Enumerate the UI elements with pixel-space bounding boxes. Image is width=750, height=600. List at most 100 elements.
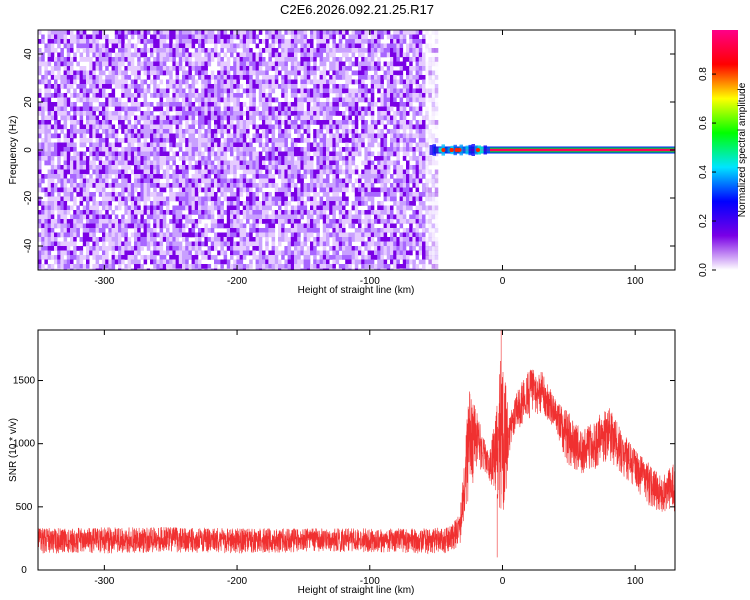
- spectrogram-cell: [166, 210, 170, 215]
- spectrogram-cell: [332, 43, 336, 49]
- spectrogram-cell: [303, 120, 308, 125]
- spectrogram-cell: [326, 187, 330, 193]
- spectrogram-cell: [294, 43, 298, 49]
- spectrogram-cell: [98, 165, 103, 170]
- spectrogram-cell: [79, 97, 84, 103]
- spectrogram-cell: [98, 187, 103, 193]
- spectrogram-cell: [290, 30, 295, 35]
- spectrogram-cell: [108, 246, 112, 251]
- spectrogram-cell: [127, 196, 132, 202]
- spectrogram-cell: [210, 237, 215, 242]
- spectrogram-cell: [329, 232, 333, 238]
- spectrogram-cell: [226, 160, 231, 166]
- spectrogram-cell: [89, 34, 93, 40]
- spectrogram-cell: [188, 228, 192, 233]
- spectrogram-cell: [114, 160, 119, 166]
- spectrogram-cell: [188, 187, 192, 193]
- spectrogram-cell: [370, 97, 375, 103]
- spectrogram-cell: [354, 93, 359, 98]
- spectrogram-cell: [214, 102, 218, 107]
- spectrogram-cell: [338, 156, 343, 161]
- spectrogram-cell: [108, 241, 112, 247]
- spectrogram-cell: [265, 165, 269, 170]
- spectrogram-cell: [201, 34, 205, 40]
- spectrogram-cell: [73, 156, 77, 161]
- spectrogram-cell: [111, 178, 116, 184]
- spectrogram-cell: [434, 75, 439, 80]
- spectrogram-cell: [354, 48, 359, 53]
- spectrogram-cell: [313, 219, 317, 224]
- spectrogram-cell: [79, 52, 84, 58]
- spectrogram-cell: [188, 232, 192, 238]
- spectrogram-cell: [319, 237, 324, 242]
- spectrogram-cell: [367, 228, 372, 233]
- spectrogram-cell: [281, 57, 285, 62]
- spectrogram-cell: [354, 97, 359, 103]
- spectrogram-cell: [310, 88, 314, 94]
- spectrogram-cell: [114, 196, 119, 202]
- spectrogram-cell: [322, 210, 327, 215]
- spectrogram-cell: [201, 210, 205, 215]
- spectrogram-cell: [130, 151, 135, 157]
- spectrogram-cell: [230, 138, 234, 143]
- spectrogram-cell: [70, 183, 74, 188]
- spectrogram-cell: [188, 39, 192, 44]
- spectrogram-cell: [242, 124, 247, 130]
- spectrogram-cell: [434, 174, 439, 179]
- spectrogram-cell: [303, 169, 308, 175]
- spectrogram-cell: [399, 30, 404, 35]
- spectrogram-cell: [425, 35, 429, 40]
- spectrogram-cell: [274, 115, 279, 121]
- spectrogram-cell: [294, 57, 298, 62]
- spectrogram-cell: [252, 241, 256, 247]
- spectrogram-cell: [118, 79, 122, 85]
- spectrogram-cell: [194, 237, 199, 242]
- spectrogram-cell: [393, 178, 397, 184]
- spectrogram-cell: [335, 70, 340, 76]
- spectrogram-cell: [316, 88, 320, 94]
- spectrogram-cell: [294, 232, 298, 238]
- spectrogram-cell: [418, 241, 423, 247]
- spectrogram-cell: [95, 106, 100, 112]
- spectrogram-cell: [134, 201, 138, 206]
- spectrogram-cell: [57, 43, 61, 49]
- spectrogram-cell: [159, 214, 164, 220]
- spectrogram-cell: [143, 151, 148, 157]
- spectrogram-cell: [178, 120, 183, 125]
- spectrogram-cell: [316, 192, 320, 197]
- spectrogram-cell: [57, 142, 61, 148]
- spectrogram-cell: [402, 79, 407, 85]
- spectrogram-cell: [406, 201, 410, 206]
- spectrogram-cell: [335, 196, 340, 202]
- spectrogram-cell: [185, 219, 189, 224]
- spectrogram-cell: [377, 48, 381, 53]
- spectrogram-cell: [246, 151, 250, 157]
- spectrogram-cell: [118, 246, 122, 251]
- spectrogram-cell: [98, 201, 103, 206]
- spectrogram-cell: [150, 93, 154, 98]
- spectrogram-cell: [150, 165, 154, 170]
- spectrogram-cell: [351, 183, 356, 188]
- spectrogram-cell: [383, 115, 388, 121]
- spectrogram-cell: [220, 219, 224, 224]
- spectrogram-cell: [335, 88, 340, 94]
- spectrogram-cell: [313, 237, 317, 242]
- spectrogram-cell: [374, 210, 378, 215]
- spectrogram-cell: [326, 241, 330, 247]
- spectrogram-cell: [60, 57, 64, 62]
- spectrogram-cell: [345, 129, 349, 134]
- spectrogram-cell: [290, 205, 295, 211]
- spectrogram-cell: [262, 232, 266, 238]
- spectrogram-cell: [226, 228, 231, 233]
- spectrogram-cell: [146, 214, 151, 220]
- spectrogram-cell: [121, 88, 125, 94]
- spectrogram-cell: [50, 214, 55, 220]
- spectrogram-cell: [191, 228, 196, 233]
- spectrogram-cell: [351, 39, 356, 44]
- spectrogram-cell: [188, 129, 192, 134]
- spectrogram-cell: [185, 246, 189, 251]
- spectrogram-cell: [108, 129, 112, 134]
- spectrogram-cell: [182, 111, 186, 116]
- spectrogram-cell: [262, 160, 266, 166]
- spectrogram-cell: [393, 138, 397, 143]
